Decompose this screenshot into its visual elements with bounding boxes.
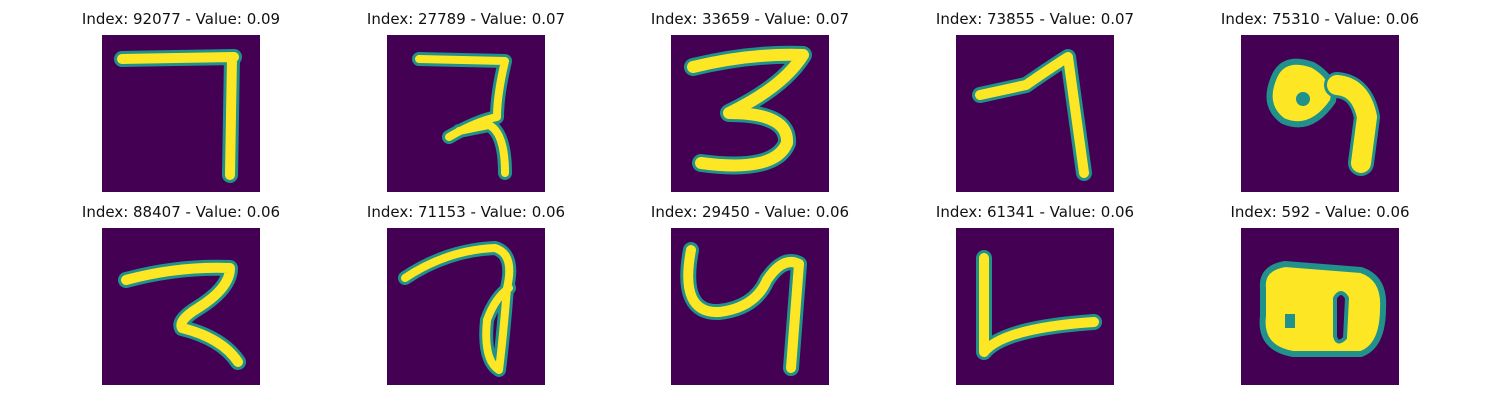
- digit-image: [956, 35, 1114, 192]
- panel-title: Index: 73855 - Value: 0.07: [935, 10, 1135, 28]
- digit-image: [387, 228, 545, 385]
- digit-image: [671, 35, 829, 192]
- digit-image: [102, 35, 260, 192]
- panel-title: Index: 29450 - Value: 0.06: [650, 203, 850, 221]
- digit-image: [102, 228, 260, 385]
- digit-image: [1241, 35, 1399, 192]
- digit-image: [671, 228, 829, 385]
- panel-title: Index: 33659 - Value: 0.07: [650, 10, 850, 28]
- panel-title: Index: 88407 - Value: 0.06: [81, 203, 281, 221]
- panel-title: Index: 92077 - Value: 0.09: [81, 10, 281, 28]
- digit-image: [1241, 228, 1399, 385]
- panel-title: Index: 592 - Value: 0.06: [1230, 203, 1410, 221]
- digit-image: [387, 35, 545, 192]
- panel-title: Index: 71153 - Value: 0.06: [366, 203, 566, 221]
- panel-title: Index: 27789 - Value: 0.07: [366, 10, 566, 28]
- panel-title: Index: 75310 - Value: 0.06: [1220, 10, 1420, 28]
- digit-image: [956, 228, 1114, 385]
- panel-title: Index: 61341 - Value: 0.06: [935, 203, 1135, 221]
